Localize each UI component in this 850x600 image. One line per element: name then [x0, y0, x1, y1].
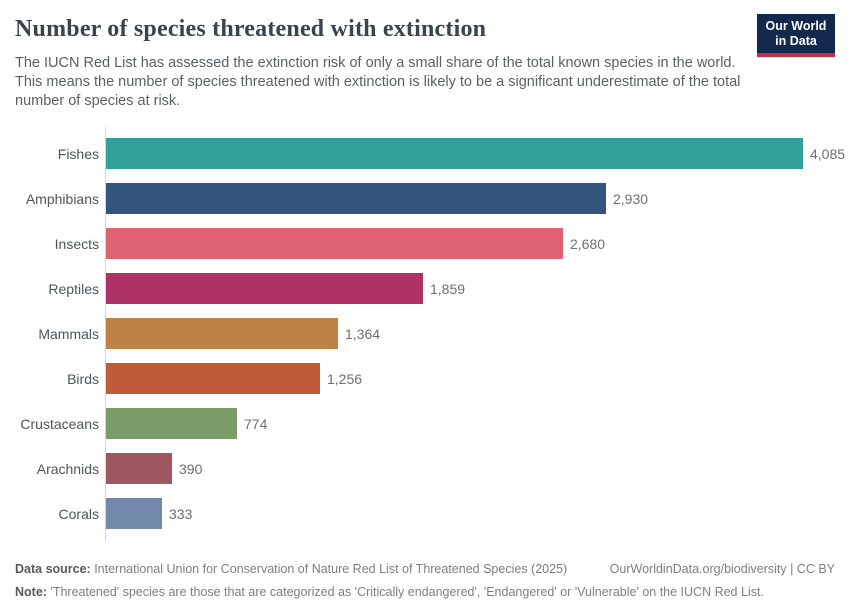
bar-track: 1,256: [105, 356, 835, 401]
bar[interactable]: [105, 498, 162, 529]
bar-track: 2,930: [105, 176, 835, 221]
bar-track: 2,680: [105, 221, 835, 266]
bar[interactable]: [105, 138, 803, 169]
chart-row: Crustaceans 774: [15, 401, 835, 446]
value-label: 390: [179, 460, 203, 477]
category-label: Amphibians: [25, 190, 99, 207]
header-text: Number of species threatened with extinc…: [15, 14, 755, 111]
footer-note-line: Note: 'Threatened' species are those tha…: [15, 581, 835, 600]
chart-row: Birds 1,256: [15, 356, 835, 401]
value-label: 774: [244, 415, 268, 432]
bar-track: 390: [105, 446, 835, 491]
bar[interactable]: [105, 408, 237, 439]
chart-title: Number of species threatened with extinc…: [15, 16, 487, 42]
chart-row: Corals 333: [15, 491, 835, 536]
bar-track: 333: [105, 491, 835, 536]
note-text: 'Threatened' species are those that are …: [46, 585, 764, 599]
bar-track: 1,364: [105, 311, 835, 356]
header: Number of species threatened with extinc…: [15, 14, 835, 111]
chart-subtitle: The IUCN Red List has assessed the extin…: [15, 55, 741, 109]
chart-row: Mammals 1,364: [15, 311, 835, 356]
attribution-link[interactable]: OurWorldinData.org/biodiversity | CC BY: [609, 562, 835, 576]
note-label: Note:: [15, 585, 47, 599]
value-label: 333: [169, 505, 193, 522]
value-label: 1,859: [430, 280, 466, 297]
category-label: Fishes: [57, 145, 99, 162]
bar-track: 1,859: [105, 266, 835, 311]
bar[interactable]: [105, 183, 606, 214]
owid-logo-line1: Our World: [765, 19, 827, 33]
chart-row: Reptiles 1,859: [15, 266, 835, 311]
footer-source-line: Data source: International Union for Con…: [15, 558, 835, 581]
footer: Data source: International Union for Con…: [15, 558, 835, 600]
category-label: Insects: [54, 235, 99, 252]
category-label: Corals: [58, 505, 99, 522]
chart-row: Amphibians 2,930: [15, 176, 835, 221]
value-label: 4,085: [810, 145, 846, 162]
bar[interactable]: [105, 273, 423, 304]
chart-row: Insects 2,680: [15, 221, 835, 266]
bar[interactable]: [105, 363, 320, 394]
y-axis-line: [105, 127, 106, 541]
value-label: 1,364: [345, 325, 381, 342]
value-label: 2,930: [613, 190, 649, 207]
data-source-text: International Union for Conservation of …: [90, 562, 568, 576]
bar-track: 4,085: [105, 131, 845, 176]
owid-logo[interactable]: Our World in Data: [757, 14, 835, 57]
bar-chart: Fishes 4,085 Amphibians 2,930 Insects 2,680 Re…: [15, 127, 845, 541]
category-label: Mammals: [38, 325, 99, 342]
value-label: 1,256: [327, 370, 363, 387]
bar[interactable]: [105, 228, 563, 259]
data-source: Data source: International Union for Con…: [15, 558, 567, 581]
bar-track: 774: [105, 401, 835, 446]
category-label: Arachnids: [36, 460, 99, 477]
bar[interactable]: [105, 318, 338, 349]
bar[interactable]: [105, 453, 172, 484]
category-label: Reptiles: [48, 280, 99, 297]
chart-row: Fishes 4,085: [15, 131, 845, 176]
owid-logo-line2: in Data: [775, 34, 817, 48]
category-label: Crustaceans: [20, 415, 99, 432]
category-label: Birds: [67, 370, 99, 387]
value-label: 2,680: [570, 235, 606, 252]
data-source-label: Data source:: [15, 562, 91, 576]
chart-row: Arachnids 390: [15, 446, 835, 491]
